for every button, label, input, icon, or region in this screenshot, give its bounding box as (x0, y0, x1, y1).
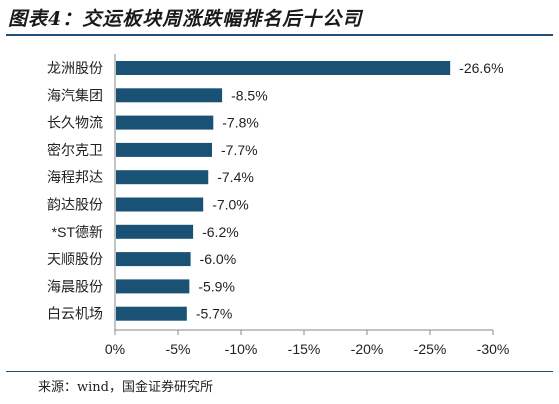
title-divider (6, 34, 553, 36)
data-label: -6.0% (200, 251, 237, 267)
bar (116, 279, 190, 294)
bar-chart: 0% -5% -10% -15% -20% -25% -30% 龙洲股份 -26.6% 海汽集团 -… (47, 54, 510, 357)
data-label: -5.9% (198, 278, 235, 294)
bar (116, 224, 194, 239)
footer-divider (6, 371, 553, 372)
x-tick-label: -15% (288, 341, 321, 357)
bar (116, 142, 213, 157)
data-label: -7.0% (212, 197, 249, 213)
x-tick-label: -30% (477, 341, 510, 357)
bar (116, 252, 191, 267)
data-label: -6.2% (202, 224, 239, 240)
category-label: 密尔克卫 (47, 142, 103, 158)
category-label: 海汽集团 (47, 87, 103, 103)
category-label: 海程邦达 (47, 169, 103, 185)
category-label: 韵达股份 (47, 197, 103, 213)
x-tick-label: -25% (414, 341, 447, 357)
data-label: -8.5% (231, 87, 268, 103)
data-label: -7.8% (222, 115, 259, 131)
bar (116, 197, 204, 212)
bar (116, 115, 214, 130)
bar (116, 88, 223, 103)
category-label: *ST德新 (52, 224, 103, 240)
chart-title-wrap: 图表4：交运板块周涨跌幅排名后十公司 (8, 0, 362, 34)
data-label: -5.7% (196, 306, 233, 322)
x-tick-label: -10% (225, 341, 258, 357)
bar (116, 61, 451, 75)
category-label: 龙洲股份 (47, 60, 103, 76)
source-note: 来源：wind，国金证券研究所 (38, 380, 213, 395)
data-label: -7.4% (217, 169, 254, 185)
category-label: 天顺股份 (47, 251, 103, 267)
category-label: 海晨股份 (47, 278, 103, 294)
category-label: 白云机场 (47, 306, 103, 322)
data-label: -26.6% (459, 60, 503, 76)
bar (116, 170, 209, 185)
category-label: 长久物流 (47, 115, 103, 131)
x-tick-label: 0% (105, 341, 125, 357)
x-tick-label: -20% (351, 341, 384, 357)
bar (116, 306, 187, 321)
x-tick-label: -5% (166, 341, 191, 357)
data-label: -7.7% (221, 142, 258, 158)
chart-title: 图表4：交运板块周涨跌幅排名后十公司 (8, 7, 363, 30)
